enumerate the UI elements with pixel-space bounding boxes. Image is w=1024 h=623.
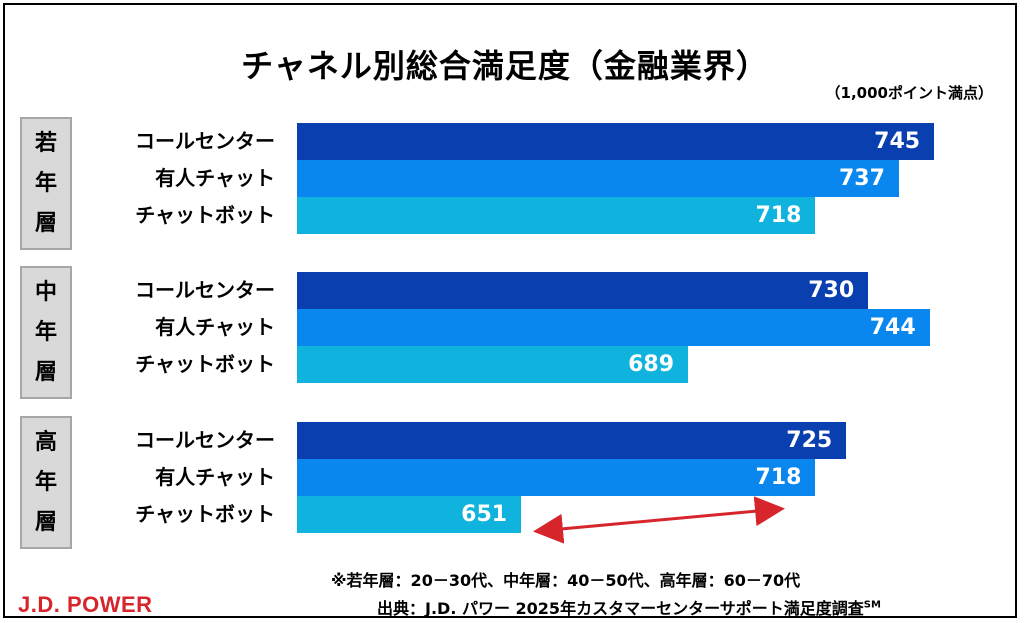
category-label: 有人チャット: [155, 166, 275, 190]
unit-note: （1,000ポイント満点）: [825, 84, 993, 102]
group-label-char: 高: [34, 429, 57, 455]
jd-power-logo: J.D. POWER: [18, 592, 153, 617]
group-label-char: 年: [34, 319, 57, 345]
group-label-char: 層: [34, 359, 57, 385]
footnote: ※若年層：20－30代、中年層：40－50代、高年層：60－70代: [331, 571, 801, 590]
category-label: チャットボット: [135, 352, 275, 376]
bar: [297, 496, 522, 533]
category-label: チャットボット: [135, 203, 275, 227]
bar-value-label: 689: [628, 352, 675, 377]
bar: [297, 272, 869, 309]
category-label: チャットボット: [135, 502, 275, 526]
bar-value-label: 737: [839, 166, 885, 191]
comparison-arrow: [533, 496, 785, 544]
group-label-box: 高年層: [20, 416, 72, 549]
bar-value-label: 745: [874, 129, 921, 154]
category-label: コールセンター: [135, 428, 275, 452]
bar: [297, 309, 930, 346]
group-label-box: 中年層: [20, 266, 72, 399]
bar: [297, 197, 816, 234]
bar: [297, 346, 689, 383]
bar-value-label: 718: [755, 465, 802, 490]
group-label-box: 若年層: [20, 117, 72, 250]
source-note: 出典：J.D. パワー 2025年カスタマーセンターサポート満足度調査SM: [377, 595, 881, 619]
group-label-char: 年: [34, 469, 57, 495]
group-label-char: 層: [34, 210, 57, 236]
bar: [297, 123, 935, 160]
category-label: 有人チャット: [155, 315, 275, 339]
bar: [297, 160, 899, 197]
chart-frame: チャネル別総合満足度（金融業界） （1,000ポイント満点） 若年層コールセンタ…: [3, 3, 1017, 618]
category-label: コールセンター: [135, 129, 275, 153]
bar: [297, 422, 847, 459]
bar-value-label: 725: [786, 428, 833, 453]
bar-value-label: 651: [461, 502, 508, 527]
bar: [297, 459, 816, 496]
chart-title: チャネル別総合満足度（金融業界）: [241, 47, 769, 85]
source-text: 出典：J.D. パワー 2025年カスタマーセンターサポート満足度調査: [377, 599, 864, 618]
category-label: コールセンター: [135, 278, 275, 302]
group-label-char: 層: [34, 509, 57, 535]
bar-value-label: 730: [808, 278, 855, 303]
bar-value-label: 718: [755, 203, 802, 228]
group-label-char: 若: [34, 130, 57, 156]
group-label-char: 中: [34, 279, 57, 305]
service-mark: SM: [863, 599, 881, 611]
group-label-char: 年: [34, 170, 57, 196]
bar-value-label: 744: [869, 315, 916, 340]
arrow-line: [533, 496, 785, 544]
category-label: 有人チャット: [155, 465, 275, 489]
